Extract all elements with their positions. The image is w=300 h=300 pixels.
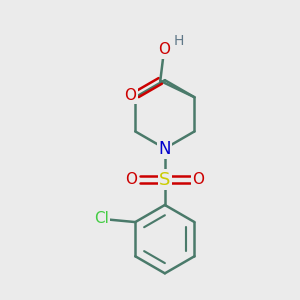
Text: H: H [173, 34, 184, 48]
Text: O: O [124, 88, 136, 103]
Text: O: O [158, 43, 170, 58]
Text: Cl: Cl [94, 211, 109, 226]
Text: O: O [192, 172, 204, 187]
Text: S: S [159, 171, 170, 189]
Text: N: N [159, 140, 171, 158]
Text: O: O [125, 172, 137, 187]
